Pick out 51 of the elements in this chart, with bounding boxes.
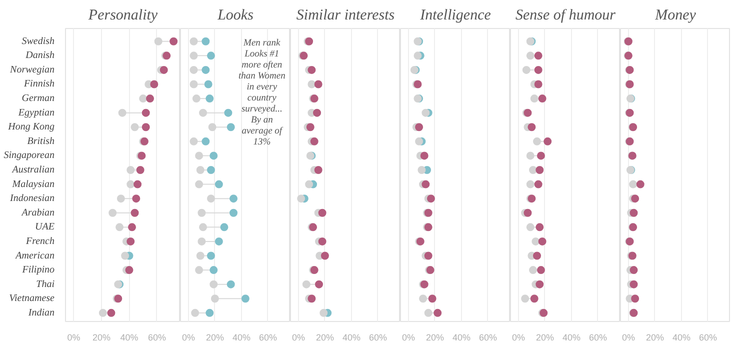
x-tick-label: 40% [342, 332, 360, 342]
x-tick-label: 0% [182, 332, 195, 342]
x-tick-label: 40% [452, 332, 470, 342]
y-tick-label: Australian [11, 164, 55, 176]
y-tick-label: Arabian [20, 207, 55, 218]
chart-title: Similar interests [296, 8, 395, 24]
chart-title: Money [654, 8, 696, 24]
x-tick-label: 60% [258, 332, 277, 342]
x-tick-label: 40% [562, 332, 580, 342]
x-tick-label: 0% [402, 332, 415, 342]
x-tick-label: 0% [67, 332, 80, 342]
x-tick-label: 20% [426, 332, 444, 342]
y-tick-label: American [14, 250, 55, 262]
x-tick-label: 0% [622, 332, 635, 342]
y-tick-label: Egyptian [17, 107, 55, 118]
x-tick-label: 60% [588, 332, 607, 342]
x-tick-label: 20% [316, 332, 334, 342]
chart-title: Intelligence [419, 8, 492, 24]
x-tick-label: 40% [672, 332, 690, 342]
x-tick-label: 0% [512, 332, 525, 342]
x-tick-label: 20% [536, 332, 554, 342]
text: Men rank Looks #1 more often than Women in every country surveyed... By an average of 13% [238, 38, 286, 148]
x-tick-label: 60% [698, 332, 717, 342]
chart-title: Sense of humour [516, 8, 616, 24]
x-tick-label: 60% [368, 332, 387, 342]
y-tick-label: UAE [35, 222, 55, 233]
x-tick-label: 20% [206, 332, 224, 342]
y-tick-label: Vietnamese [9, 293, 56, 304]
y-tick-label: British [27, 136, 55, 147]
x-tick-label: 40% [232, 332, 250, 342]
y-tick-label: Hong Kong [7, 122, 55, 133]
y-tick-label: Swedish [22, 36, 55, 47]
chart-title: Looks [216, 8, 254, 24]
y-tick-label: Singaporean [4, 150, 55, 162]
x-tick-label: 40% [120, 332, 138, 342]
y-tick-label: Thai [36, 278, 55, 290]
y-tick-label: Filipino [21, 264, 55, 276]
y-tick-label: Finnish [22, 78, 55, 90]
x-tick-label: 20% [646, 332, 664, 342]
y-tick-label: Danish [24, 50, 55, 62]
y-tick-label: Norwegian [9, 64, 55, 76]
y-tick-label: Indian [27, 307, 54, 318]
y-tick-label: Indonesian [9, 193, 55, 204]
y-tick-label: German [22, 93, 55, 104]
x-tick-label: 0% [292, 332, 305, 342]
chart-title: Personality [87, 8, 158, 24]
y-tick-label: French [24, 236, 55, 247]
x-tick-label: 20% [92, 332, 111, 342]
y-tick-label: Malaysian [11, 178, 54, 190]
x-tick-label: 60% [148, 332, 166, 342]
x-tick-label: 60% [478, 332, 497, 342]
